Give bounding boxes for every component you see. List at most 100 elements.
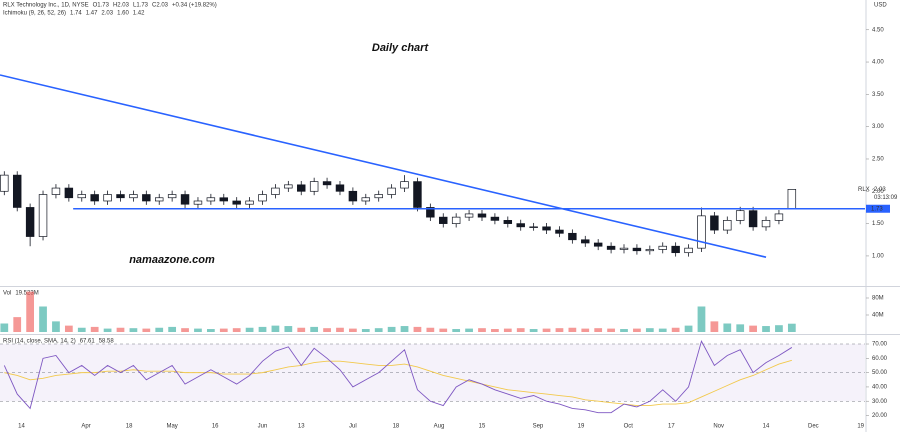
volume-bar xyxy=(426,327,435,332)
legend-text: 1.42 xyxy=(133,11,145,17)
candle-body xyxy=(761,220,771,228)
candle-body xyxy=(542,226,551,231)
candle-body xyxy=(774,213,784,221)
candle-body xyxy=(400,181,409,189)
candle-body xyxy=(426,207,435,218)
volume-bar xyxy=(633,328,641,332)
volume-bar xyxy=(219,328,228,332)
y-tick-label: 4.00 xyxy=(872,60,884,66)
candle-body xyxy=(464,213,474,218)
rsi-line xyxy=(3,339,793,414)
candle-body xyxy=(581,239,590,244)
volume-bar xyxy=(52,321,60,332)
candle-body xyxy=(710,215,719,231)
annotation: Daily chart xyxy=(372,42,430,54)
volume-bar xyxy=(374,328,383,332)
volume-bar xyxy=(245,327,254,332)
volume-bar xyxy=(775,325,783,332)
x-tick-label: Dec xyxy=(808,424,819,430)
candle-body xyxy=(671,245,680,254)
trend-line xyxy=(0,74,767,258)
candle-body xyxy=(129,194,138,199)
x-tick-label: 14 xyxy=(763,424,770,430)
legend-text: Vol xyxy=(3,291,11,297)
volume-bar xyxy=(13,317,22,332)
candle-body xyxy=(297,184,306,192)
volume-bar xyxy=(568,327,577,332)
candle-body xyxy=(309,181,319,192)
symbol-label: RLX xyxy=(858,187,870,193)
volume-bar xyxy=(232,328,241,332)
candle-body xyxy=(374,194,383,199)
legend-text: 2.03 xyxy=(101,11,113,17)
volume-bar xyxy=(723,323,732,332)
x-tick-label: Apr xyxy=(81,424,90,430)
x-tick-label: Jul xyxy=(349,424,357,430)
candle-body xyxy=(25,207,35,237)
y-tick-label: 30.00 xyxy=(872,399,888,405)
candle-body xyxy=(64,187,74,199)
y-tick-label: 2.00 xyxy=(872,189,884,195)
volume-bar xyxy=(103,328,112,332)
volume-bar xyxy=(181,328,189,332)
legend-text: 1.47 xyxy=(86,11,98,17)
volume-bar xyxy=(581,328,590,332)
volume-bar xyxy=(452,329,461,332)
volume-bar xyxy=(439,328,448,332)
x-tick-label: 18 xyxy=(393,424,400,430)
volume-bar xyxy=(206,329,215,332)
candle-body xyxy=(167,194,177,199)
candle-body xyxy=(271,187,280,195)
x-tick-label: 19 xyxy=(578,424,585,430)
legend-text: RLX Technology Inc., 1D, NYSE xyxy=(3,3,89,9)
volume-bar xyxy=(607,328,615,332)
legend-text: +0.34 (+19.82%) xyxy=(172,3,217,9)
volume-bar xyxy=(271,325,280,332)
y-tick-label: 1.00 xyxy=(872,253,884,259)
candle-body xyxy=(38,194,48,237)
annotation: namaazone.com xyxy=(129,254,215,266)
candle-body xyxy=(477,213,487,218)
legend-text: C2.03 xyxy=(152,3,169,9)
candle-body xyxy=(348,190,358,202)
volume-bar xyxy=(284,326,293,332)
volume-bar xyxy=(555,328,564,332)
volume-bar xyxy=(194,328,202,332)
y-tick-label: 70.00 xyxy=(872,342,888,348)
volume-bar xyxy=(77,327,86,332)
volume-bar xyxy=(336,327,344,332)
candle-body xyxy=(606,245,616,250)
candle-body xyxy=(748,210,758,228)
volume-bar xyxy=(323,328,331,332)
candle-body xyxy=(593,242,603,247)
level-label-box xyxy=(866,204,890,213)
candle-body xyxy=(568,232,577,241)
candle-body xyxy=(529,226,538,228)
volume-bar xyxy=(594,328,603,332)
volume-bar xyxy=(620,329,628,332)
y-tick-label: 80M xyxy=(872,296,884,302)
y-tick-label: 3.50 xyxy=(872,92,884,98)
volume-bar xyxy=(258,326,267,332)
last-price-label: 2.03 xyxy=(874,187,886,193)
y-tick-label: 50.00 xyxy=(872,370,888,376)
volume-bar xyxy=(491,329,499,332)
volume-bar xyxy=(39,306,47,332)
candle-body xyxy=(787,189,797,210)
volume-bar xyxy=(787,323,796,332)
y-tick-label: 40M xyxy=(872,313,884,319)
candle-body xyxy=(516,223,525,228)
legend-text: 58.58 xyxy=(99,339,115,345)
legend-text: O1.73 xyxy=(93,3,110,9)
volume-bar xyxy=(478,328,486,332)
x-tick-label: 17 xyxy=(668,424,675,430)
candle-body xyxy=(503,220,513,224)
volume-bar xyxy=(465,328,473,332)
volume-bar xyxy=(116,327,125,332)
legend-text: Ichimoku (9, 26, 52, 26) xyxy=(3,11,66,17)
x-tick-label: May xyxy=(166,424,177,430)
candle-body xyxy=(90,194,99,202)
candle-body xyxy=(51,187,61,195)
rsi-line xyxy=(4,359,792,406)
volume-bar xyxy=(168,326,177,332)
